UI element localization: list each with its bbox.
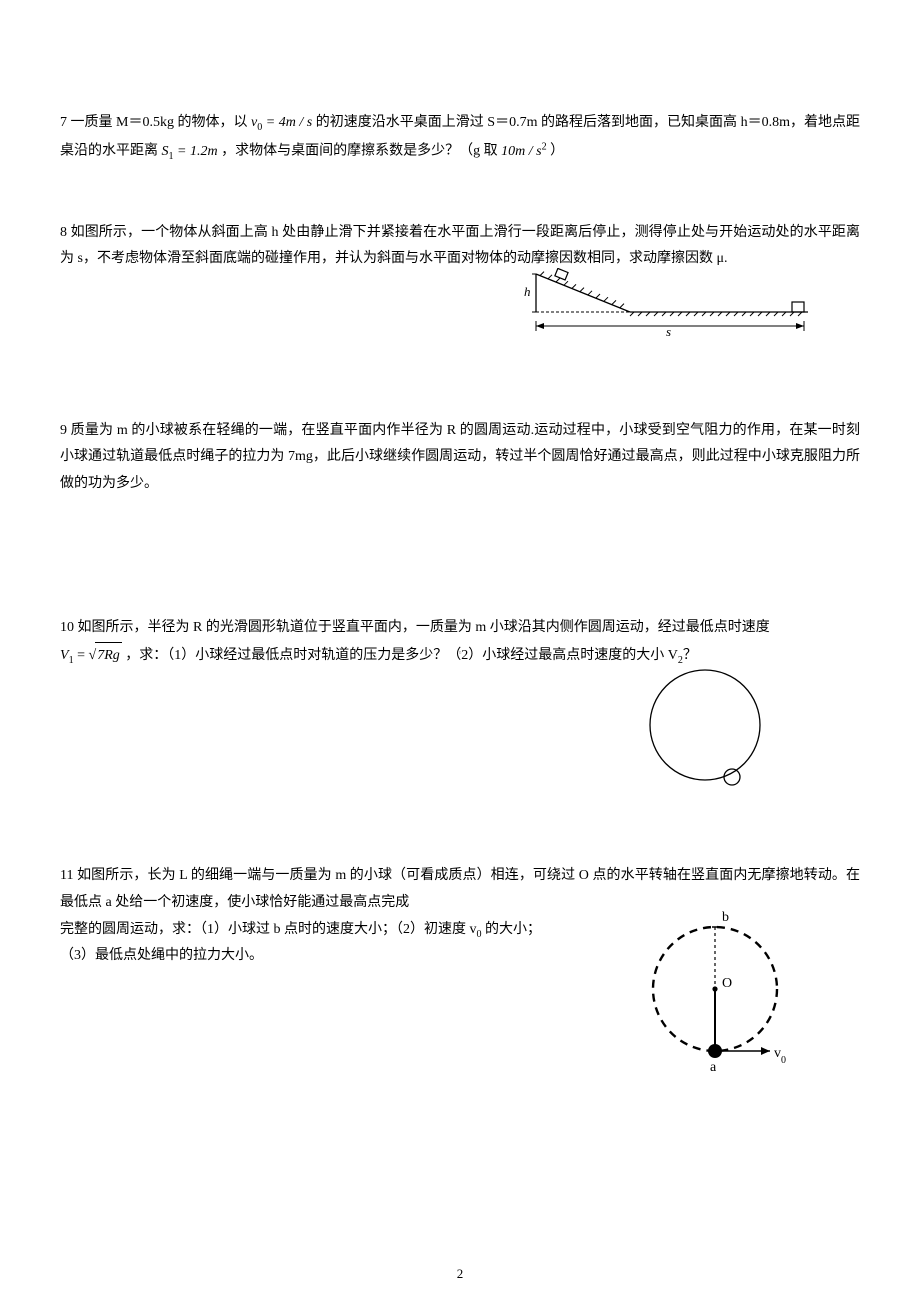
- text: ）: [550, 144, 564, 159]
- a-label: a: [710, 1060, 717, 1075]
- text: 如图所示，半径为 R 的光滑圆形轨道位于竖直平面内，一质量为 m 小球沿其内侧作…: [78, 620, 770, 635]
- center-mark-icon: ▫: [459, 648, 462, 657]
- spacer: [60, 194, 860, 220]
- v0-label: v0: [774, 1046, 786, 1066]
- problem-8-text: 如图所示，一个物体从斜面上高 h 处由静止滑下并紧接着在水平面上滑行一段距离后停…: [60, 225, 860, 267]
- figure-8-svg: h s: [520, 268, 820, 338]
- sub: 1: [69, 655, 74, 666]
- math-s1: S1 = 1.2m: [162, 144, 218, 159]
- text: ？: [683, 648, 697, 663]
- problem-9-num: 9: [60, 423, 67, 438]
- figure-11: b O a v0: [630, 899, 800, 1079]
- problem-7-num: 7: [60, 115, 67, 130]
- h-label: h: [524, 284, 531, 299]
- problem-8: 8 如图所示，一个物体从斜面上高 h 处由静止滑下并紧接着在水平面上滑行一段距离…: [60, 220, 860, 340]
- figure-8: h s: [520, 268, 820, 338]
- problem-10-num: 10: [60, 620, 74, 635]
- sym: V: [60, 648, 69, 663]
- math-v1: V1: [60, 648, 77, 663]
- figure-11-svg: b O a v0: [630, 899, 800, 1079]
- sym: S: [162, 144, 169, 159]
- o-label: O: [722, 976, 732, 991]
- sup: 2: [542, 141, 547, 152]
- problem-9: 9 质量为 m 的小球被系在轻绳的一端，在竖直平面内作半径为 R 的圆周运动.运…: [60, 418, 860, 498]
- rhs: = 1.2m: [174, 144, 218, 159]
- gval: 10m / s: [501, 144, 541, 159]
- sqrt-content: 7Rg: [95, 642, 122, 670]
- text: 一质量 M＝0.5kg 的物体，以: [71, 115, 252, 130]
- figure-10-svg: [640, 665, 770, 795]
- spacer: [60, 813, 860, 863]
- problem-7: 7 一质量 M＝0.5kg 的物体，以 v0 = 4m / s 的初速度沿水平桌…: [60, 110, 860, 166]
- page: 7 一质量 M＝0.5kg 的物体，以 v0 = 4m / s 的初速度沿水平桌…: [0, 0, 920, 1302]
- text: 的大小；: [482, 922, 542, 937]
- eq: =: [77, 648, 88, 663]
- text: 完整的圆周运动，求：（1）小球过 b 点时的速度大小；（2）初速度 v: [60, 922, 477, 937]
- s-label: s: [666, 324, 671, 338]
- rhs: = 4m / s: [262, 115, 312, 130]
- spacer: [60, 368, 860, 418]
- problem-10: 10 如图所示，半径为 R 的光滑圆形轨道位于竖直平面内，一质量为 m 小球沿其…: [60, 615, 860, 785]
- math-g: 10m / s2: [501, 144, 547, 159]
- math-v0: v0 = 4m / s: [251, 115, 312, 130]
- page-number: 2: [457, 1266, 464, 1282]
- text: ，求：（1）小球经过最低点时对轨道的压力是多少？（2）小球经过最高点时速度的大小…: [125, 648, 678, 663]
- problem-8-num: 8: [60, 225, 67, 240]
- b-label: b: [722, 910, 729, 925]
- figure-10: [640, 665, 770, 795]
- spacer: [60, 525, 860, 615]
- problem-11: 11 如图所示，长为 L 的细绳一端与一质量为 m 的小球（可看成质点）相连，可…: [60, 863, 860, 1063]
- text: （3）最低点处绳中的拉力大小。: [60, 948, 263, 963]
- problem-9-text: 质量为 m 的小球被系在轻绳的一端，在竖直平面内作半径为 R 的圆周运动.运动过…: [60, 423, 860, 491]
- problem-11-num: 11: [60, 868, 73, 883]
- text: ，求物体与桌面间的摩擦系数是多少？（g 取: [221, 144, 501, 159]
